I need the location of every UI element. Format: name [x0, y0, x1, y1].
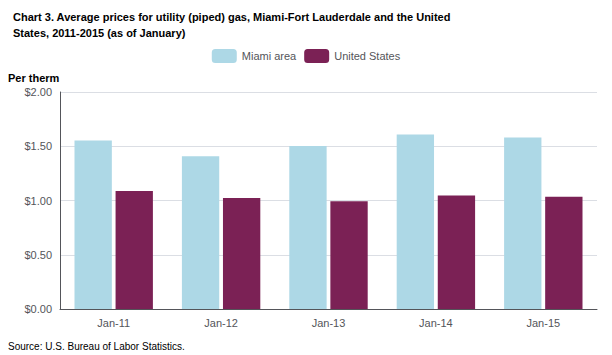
svg-text:$1.00: $1.00 [24, 195, 52, 207]
svg-text:$1.50: $1.50 [24, 140, 52, 152]
svg-text:$0.00: $0.00 [24, 303, 52, 315]
svg-text:Miami area: Miami area [242, 50, 297, 62]
svg-text:Chart 3. Average prices for ut: Chart 3. Average prices for utility (pip… [13, 11, 450, 23]
svg-text:Jan-13: Jan-13 [312, 317, 346, 329]
svg-text:Jan-11: Jan-11 [97, 317, 130, 329]
svg-text:United States: United States [334, 50, 401, 62]
svg-text:Jan-12: Jan-12 [204, 317, 238, 329]
svg-text:Source: U.S. Bureau of Labor S: Source: U.S. Bureau of Labor Statistics. [8, 341, 185, 352]
svg-text:Per therm: Per therm [8, 72, 60, 84]
svg-text:Jan-15: Jan-15 [526, 317, 560, 329]
svg-text:$2.00: $2.00 [24, 86, 52, 98]
svg-text:Jan-14: Jan-14 [419, 317, 453, 329]
svg-text:$0.50: $0.50 [24, 249, 52, 261]
svg-text:States, 2011-2015 (as of Janua: States, 2011-2015 (as of January) [13, 27, 186, 39]
